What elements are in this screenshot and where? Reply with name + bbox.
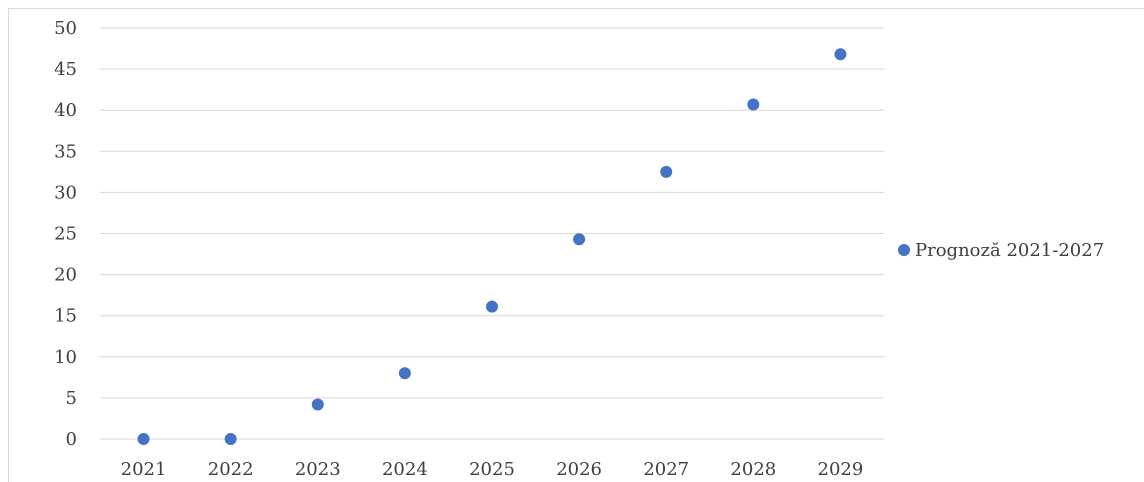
legend: Prognoză 2021-2027	[898, 240, 1104, 261]
x-tick-label: 2029	[818, 459, 864, 480]
x-tick-label: 2023	[295, 459, 341, 480]
data-point	[747, 98, 760, 111]
y-tick-label: 15	[54, 306, 77, 327]
data-point	[137, 433, 150, 445]
y-tick-label: 5	[66, 388, 77, 409]
y-tick-label: 30	[54, 182, 77, 203]
x-tick-label: 2021	[121, 459, 167, 480]
x-tick-label: 2027	[643, 459, 689, 480]
data-points	[137, 48, 847, 445]
y-tick-label: 40	[54, 100, 77, 121]
y-tick-label: 20	[54, 265, 77, 286]
data-point	[224, 433, 237, 445]
chart-frame	[8, 8, 1144, 482]
x-axis-ticks: 2021 2022 2023 2024 2025 2026 2027 2028 2029	[121, 459, 864, 480]
y-tick-label: 50	[54, 18, 77, 39]
data-point	[311, 398, 324, 411]
y-tick-label: 0	[66, 429, 77, 450]
x-tick-label: 2022	[208, 459, 254, 480]
y-tick-label: 45	[54, 59, 77, 80]
y-axis-ticks: 0 5 10 15 20 25 30 35 40 45 50	[54, 18, 77, 450]
y-tick-label: 35	[54, 141, 77, 162]
x-tick-label: 2024	[382, 459, 428, 480]
y-tick-label: 25	[54, 224, 77, 245]
data-point	[573, 233, 586, 246]
x-tick-label: 2026	[556, 459, 602, 480]
data-point	[398, 367, 411, 380]
data-point	[660, 165, 673, 178]
legend-label: Prognoză 2021-2027	[915, 240, 1104, 261]
y-tick-label: 10	[54, 347, 77, 368]
x-tick-label: 2025	[469, 459, 515, 480]
grid-layer	[100, 27, 884, 440]
data-point	[834, 48, 847, 61]
x-tick-label: 2028	[730, 459, 776, 480]
legend-marker	[898, 244, 910, 256]
data-point	[486, 300, 498, 313]
